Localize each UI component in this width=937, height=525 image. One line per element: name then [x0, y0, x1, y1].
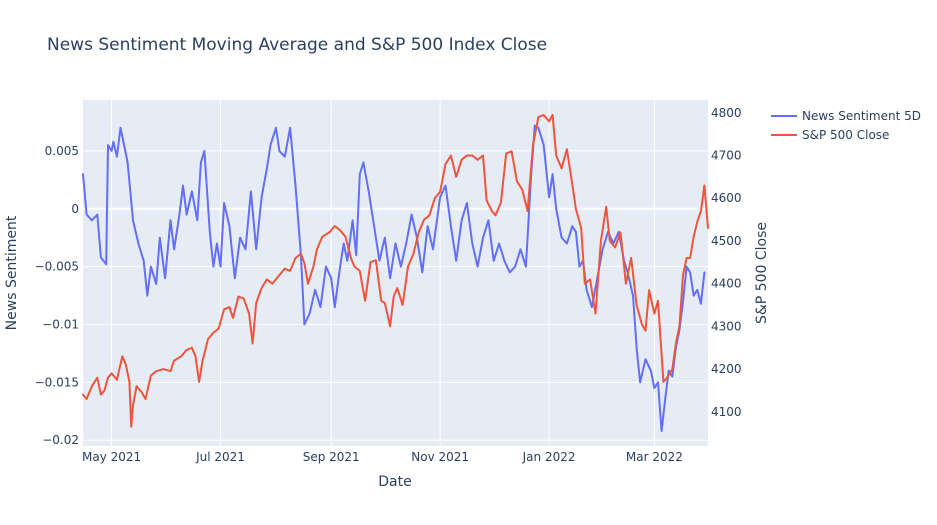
y-left-tick-label: −0.02	[42, 433, 79, 447]
y-left-tick-label: 0	[71, 202, 79, 216]
y-right-tick-label: 4500	[711, 234, 742, 248]
y-left-tick-label: 0.005	[45, 144, 79, 158]
y-right-tick-label: 4400	[711, 277, 742, 291]
x-axis-ticks: May 2021 Jul 2021 Sep 2021 Nov 2021 Jan 2022…	[82, 450, 683, 464]
plot-background	[83, 100, 708, 446]
legend: News Sentiment 5D S&P 500 Close	[771, 109, 921, 142]
y-right-tick-label: 4700	[711, 149, 742, 163]
series-line-news-sentiment	[82, 124, 706, 432]
x-tick-label: Sep 2021	[303, 450, 360, 464]
y-left-tick-label: −0.01	[42, 317, 79, 331]
gridlines	[83, 100, 708, 446]
x-tick-label: Nov 2021	[411, 450, 469, 464]
y-left-axis-title: News Sentiment	[4, 215, 20, 330]
legend-item-label[interactable]: S&P 500 Close	[802, 128, 889, 142]
x-tick-label: Jan 2022	[522, 450, 576, 464]
x-tick-label: Mar 2022	[626, 450, 683, 464]
y-right-tick-label: 4800	[711, 106, 742, 120]
x-axis-title: Date	[378, 474, 411, 490]
legend-item-label[interactable]: News Sentiment 5D	[802, 109, 921, 123]
x-tick-label: Jul 2021	[195, 450, 245, 464]
chart-title: News Sentiment Moving Average and S&P 50…	[47, 35, 547, 55]
y-right-tick-label: 4600	[711, 191, 742, 205]
y-right-axis-title: S&P 500 Close	[754, 222, 770, 324]
y-right-tick-label: 4100	[711, 405, 742, 419]
y-right-axis-ticks: 4800 4700 4600 4500 4400 4300 4200 4100	[711, 106, 742, 419]
y-right-tick-label: 4200	[711, 362, 742, 376]
series-line-sp500-close	[82, 114, 709, 428]
series-lines	[82, 114, 709, 432]
y-left-tick-label: −0.005	[35, 260, 79, 274]
x-tick-label: May 2021	[82, 450, 141, 464]
y-left-tick-label: −0.015	[35, 375, 79, 389]
y-left-axis-ticks: 0.005 0 −0.005 −0.01 −0.015 −0.02	[35, 144, 79, 447]
y-right-tick-label: 4300	[711, 319, 742, 333]
